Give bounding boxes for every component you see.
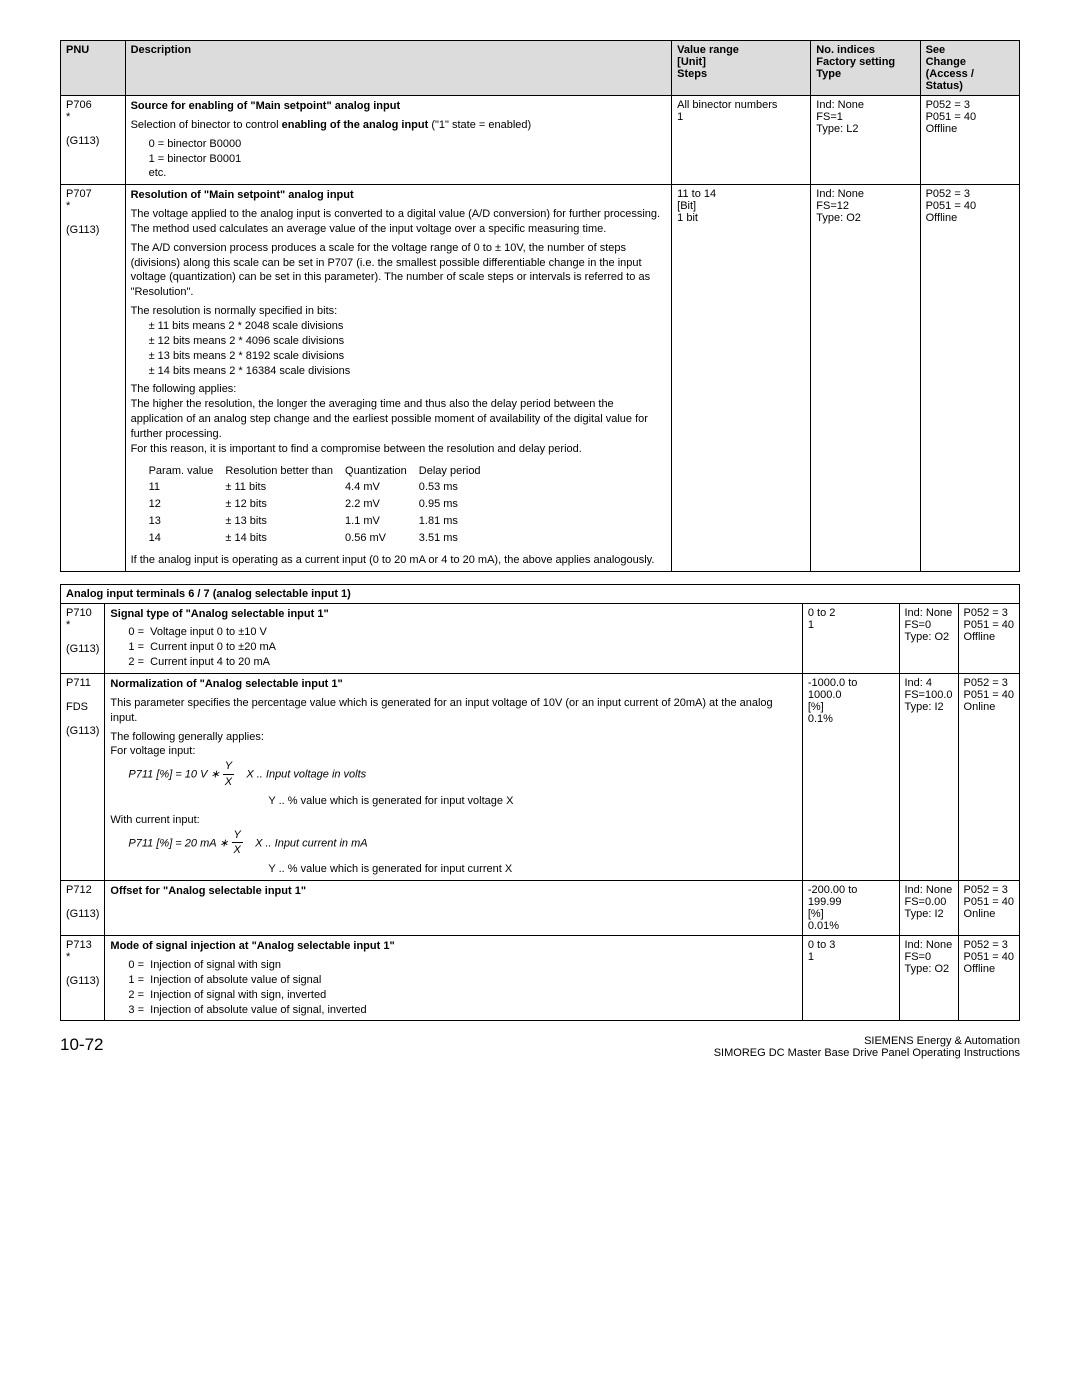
param-title: Resolution of "Main setpoint" analog inp… (131, 189, 354, 201)
col-indices: No. indicesFactory settingType (811, 41, 920, 96)
cell-see: P052 = 3P051 = 40Online (958, 674, 1019, 881)
footer-company: SIEMENS Energy & Automation (714, 1035, 1020, 1047)
cell-range: 11 to 14[Bit]1 bit (672, 185, 811, 571)
cell-desc: Offset for "Analog selectable input 1" (105, 881, 802, 936)
page-footer: 10-72 SIEMENS Energy & Automation SIMORE… (60, 1035, 1020, 1059)
param-title: Offset for "Analog selectable input 1" (110, 885, 306, 897)
cell-desc: Resolution of "Main setpoint" analog inp… (125, 185, 672, 571)
cell-indices: Ind: NoneFS=0Type: O2 (899, 936, 958, 1021)
header-row: PNU Description Value range[Unit]Steps N… (61, 41, 1020, 96)
res-cell: 2.2 mV (345, 496, 419, 513)
cell-indices: Ind: NoneFS=1Type: L2 (811, 96, 920, 185)
res-col-header: Delay period (419, 463, 493, 480)
param-table-1: PNU Description Value range[Unit]Steps N… (60, 40, 1020, 572)
res-col-header: Resolution better than (225, 463, 345, 480)
cell-indices: Ind: NoneFS=0Type: O2 (899, 603, 958, 673)
param-title: Signal type of "Analog selectable input … (110, 608, 328, 620)
param-row: P706*(G113) Source for enabling of "Main … (61, 96, 1020, 185)
res-cell: 3.51 ms (419, 530, 493, 547)
formula: P711 [%] = 10 V ∗ YX X .. Input voltage … (110, 759, 796, 809)
res-cell: ± 11 bits (225, 479, 345, 496)
cell-pnu: P713*(G113) (61, 936, 105, 1021)
cell-range: -1000.0 to 1000.0[%]0.1% (802, 674, 899, 881)
param-row: P711FDS(G113) Normalization of "Analog se… (61, 674, 1020, 881)
param-row: P713*(G113) Mode of signal injection at "… (61, 936, 1020, 1021)
col-range: Value range[Unit]Steps (672, 41, 811, 96)
param-row: P707*(G113) Resolution of "Main setpoint"… (61, 185, 1020, 571)
col-see: SeeChange(Access / Status) (920, 41, 1019, 96)
cell-pnu: P711FDS(G113) (61, 674, 105, 881)
cell-desc: Normalization of "Analog selectable inpu… (105, 674, 802, 881)
res-cell: 1.1 mV (345, 513, 419, 530)
section-title: Analog input terminals 6 / 7 (analog sel… (61, 584, 1020, 603)
col-pnu: PNU (61, 41, 126, 96)
param-table-2: Analog input terminals 6 / 7 (analog sel… (60, 584, 1020, 1022)
cell-indices: Ind: NoneFS=0.00Type: I2 (899, 881, 958, 936)
cell-see: P052 = 3P051 = 40Online (958, 881, 1019, 936)
res-cell: 0.53 ms (419, 479, 493, 496)
cell-range: -200.00 to 199.99[%]0.01% (802, 881, 899, 936)
cell-range: 0 to 31 (802, 936, 899, 1021)
cell-pnu: P707*(G113) (61, 185, 126, 571)
res-cell: 12 (149, 496, 226, 513)
formula: P711 [%] = 20 mA ∗ YX X .. Input current… (110, 828, 796, 878)
res-cell: 0.56 mV (345, 530, 419, 547)
cell-range: All binector numbers1 (672, 96, 811, 185)
param-row: P710*(G113) Signal type of "Analog select… (61, 603, 1020, 673)
param-row: P712(G113) Offset for "Analog selectable … (61, 881, 1020, 936)
cell-desc: Source for enabling of "Main setpoint" a… (125, 96, 672, 185)
param-title: Normalization of "Analog selectable inpu… (110, 678, 342, 690)
cell-see: P052 = 3P051 = 40Offline (958, 936, 1019, 1021)
res-cell: 0.95 ms (419, 496, 493, 513)
cell-pnu: P710*(G113) (61, 603, 105, 673)
res-cell: ± 14 bits (225, 530, 345, 547)
cell-see: P052 = 3P051 = 40Offline (920, 96, 1019, 185)
res-cell: 4.4 mV (345, 479, 419, 496)
cell-pnu: P706*(G113) (61, 96, 126, 185)
cell-see: P052 = 3P051 = 40Offline (958, 603, 1019, 673)
cell-desc: Signal type of "Analog selectable input … (105, 603, 802, 673)
res-cell: 1.81 ms (419, 513, 493, 530)
col-desc: Description (125, 41, 672, 96)
cell-see: P052 = 3P051 = 40Offline (920, 185, 1019, 571)
res-cell: ± 12 bits (225, 496, 345, 513)
cell-indices: Ind: 4FS=100.0Type: I2 (899, 674, 958, 881)
page-number: 10-72 (60, 1035, 103, 1059)
res-cell: 11 (149, 479, 226, 496)
param-title: Mode of signal injection at "Analog sele… (110, 940, 394, 952)
footer-doc: SIMOREG DC Master Base Drive Panel Opera… (714, 1047, 1020, 1059)
cell-desc: Mode of signal injection at "Analog sele… (105, 936, 802, 1021)
res-cell: 13 (149, 513, 226, 530)
cell-range: 0 to 21 (802, 603, 899, 673)
cell-indices: Ind: NoneFS=12Type: O2 (811, 185, 920, 571)
section-header: Analog input terminals 6 / 7 (analog sel… (61, 584, 1020, 603)
resolution-subtable: Param. valueResolution better thanQuanti… (149, 463, 493, 547)
cell-pnu: P712(G113) (61, 881, 105, 936)
res-col-header: Quantization (345, 463, 419, 480)
res-col-header: Param. value (149, 463, 226, 480)
res-cell: 14 (149, 530, 226, 547)
param-title: Source for enabling of "Main setpoint" a… (131, 100, 401, 112)
footer-right: SIEMENS Energy & Automation SIMOREG DC M… (714, 1035, 1020, 1059)
res-cell: ± 13 bits (225, 513, 345, 530)
